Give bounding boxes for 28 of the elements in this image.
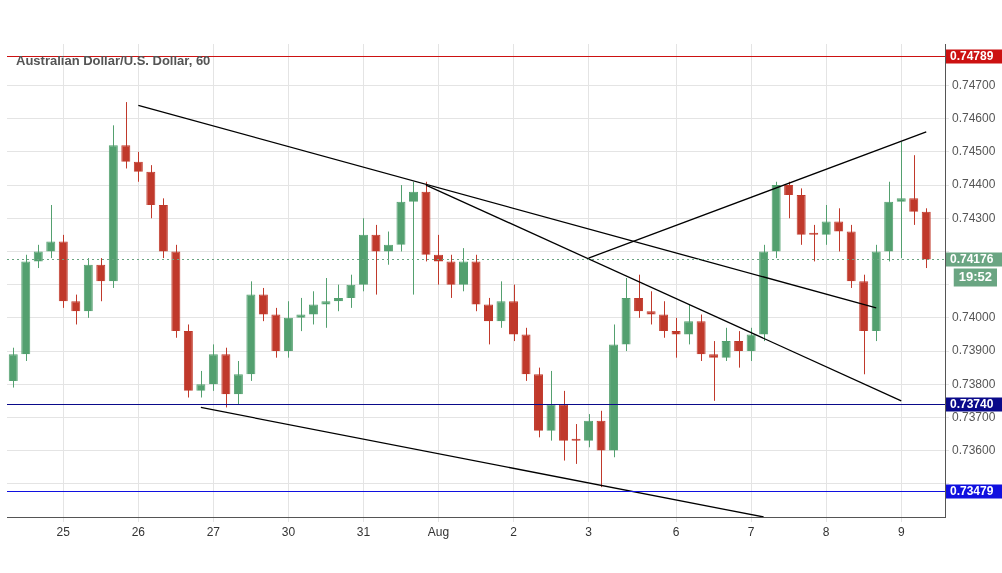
y-tick-label: 0.73700 — [952, 409, 996, 424]
y-tick-label: 0.74300 — [952, 210, 996, 225]
x-tick-label: 6 — [672, 524, 680, 539]
x-tick-label: Aug — [427, 524, 450, 539]
ref-line-label: 0.74176 — [950, 251, 994, 266]
y-tick-label: 0.74500 — [952, 144, 996, 159]
y-tick-label: 0.73800 — [952, 376, 996, 391]
x-tick-label: 2 — [510, 524, 518, 539]
x-tick-label: 8 — [822, 524, 830, 539]
y-tick-label: 0.74400 — [952, 177, 996, 192]
x-tick-label: 7 — [747, 524, 755, 539]
x-tick-label: 9 — [897, 524, 905, 539]
x-tick-label: 30 — [281, 524, 296, 539]
y-tick-label: 0.74600 — [952, 111, 996, 125]
ref-line-label: 0.74789 — [950, 48, 994, 63]
y-tick-label: 0.73600 — [952, 442, 996, 457]
x-tick-label: 3 — [585, 524, 593, 539]
x-tick-label: 25 — [56, 524, 71, 539]
ref-line-label: 0.73479 — [950, 483, 994, 498]
x-tick-label: 27 — [206, 524, 221, 539]
y-tick-label: 0.73900 — [952, 343, 996, 358]
text: 19:52 — [958, 269, 992, 285]
x-tick-label: 26 — [131, 524, 146, 539]
ref-line-label: 0.73740 — [950, 396, 994, 411]
text: Australian Dollar/U.S. Dollar, 60 — [16, 52, 211, 68]
y-tick-label: 0.74700 — [952, 77, 996, 92]
x-tick-label: 31 — [356, 524, 371, 539]
y-tick-label: 0.74000 — [952, 310, 996, 325]
